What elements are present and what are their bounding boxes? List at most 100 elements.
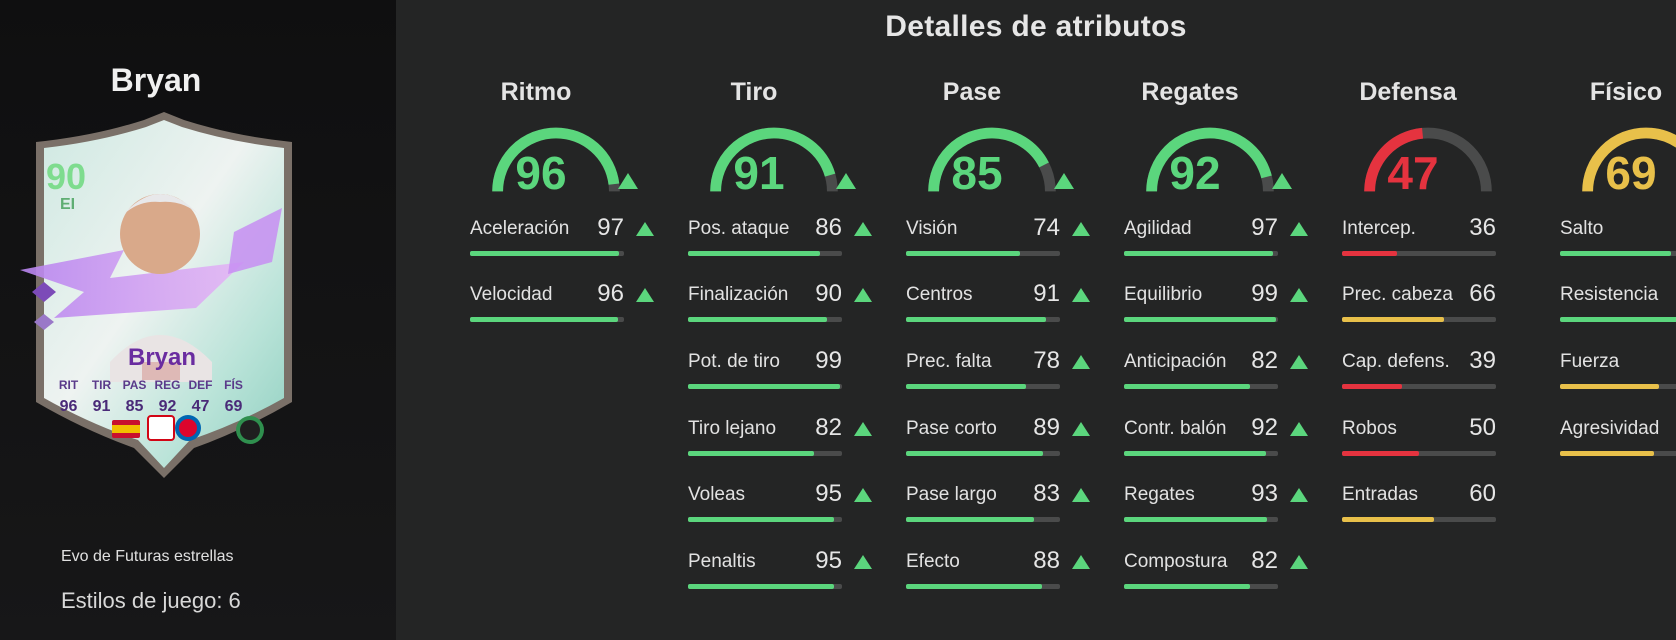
stat-label: Fuerza [1560, 351, 1620, 372]
category-value: 92 [1169, 147, 1221, 199]
stat-row: Velocidad 96 [470, 280, 654, 344]
stat-bar-fill [1342, 317, 1444, 322]
gauge-fill [928, 127, 1056, 192]
stat-value: 83 [1033, 480, 1060, 507]
stat-value: 88 [1033, 547, 1060, 574]
stat-row: Compostura 82 [1124, 547, 1308, 611]
stat-row: Regates 93 [1124, 480, 1308, 544]
card-stat-value: 69 [224, 398, 243, 415]
stat-bar-fill [1124, 384, 1251, 389]
up-triangle-icon [1054, 173, 1074, 189]
stat-row: Pase corto 89 [906, 414, 1090, 478]
stat-row: Anticipación 82 [1124, 347, 1308, 411]
up-triangle-icon [854, 288, 872, 302]
stat-value: 93 [1251, 480, 1278, 507]
stat-bar [688, 517, 842, 522]
stat-bar-fill [688, 251, 821, 256]
stat-row: Entradas 60 [1342, 480, 1526, 544]
stat-row: Agilidad 97 [1124, 214, 1308, 278]
card-stat-value: 92 [158, 398, 177, 415]
up-triangle-icon [1290, 555, 1308, 569]
stat-value: 95 [815, 480, 842, 507]
category-name: Regates [1141, 78, 1239, 106]
stat-row: Pase largo 83 [906, 480, 1090, 544]
stat-value: 90 [815, 280, 842, 307]
stat-row: Prec. cabeza 66 [1342, 280, 1526, 344]
stat-bar [1560, 317, 1676, 322]
stat-row: Visión 74 [906, 214, 1090, 278]
card-stat-value: 47 [191, 398, 210, 415]
stat-bar [1342, 317, 1496, 322]
category-name: Pase [942, 78, 1002, 106]
card-stat-label: RIT [58, 378, 79, 392]
gauge-fill [1582, 127, 1676, 192]
up-triangle-icon [1072, 555, 1090, 569]
up-triangle-icon [1290, 222, 1308, 236]
up-triangle-icon [1072, 488, 1090, 502]
stat-bar [1124, 451, 1278, 456]
up-triangle-icon [1290, 488, 1308, 502]
player-card[interactable]: 90 EI Bryan RIT TIR PAS REG DEF FÍS 96 9… [14, 112, 314, 492]
category-gauge [1582, 127, 1676, 192]
stat-bar [688, 317, 842, 322]
stat-bar [688, 384, 842, 389]
card-player-name: Bryan [127, 344, 197, 371]
stat-label: Contr. balón [1124, 418, 1227, 439]
up-triangle-icon [854, 422, 872, 436]
card-position: EI [60, 196, 76, 213]
stat-value: 85 [1668, 280, 1676, 308]
stat-value: 92 [1251, 414, 1278, 441]
gauge-fill [710, 127, 838, 192]
card-stat-label: FÍS [224, 378, 243, 392]
category-name: Físico [1589, 78, 1663, 106]
stat-label: Visión [906, 218, 958, 239]
stat-label: Resistencia [1560, 284, 1659, 305]
stat-bar-fill [1124, 517, 1268, 522]
stat-value: 97 [1251, 214, 1278, 241]
stat-bar [1124, 517, 1278, 522]
stat-bar-fill [688, 584, 835, 589]
stat-label: Prec. falta [906, 351, 992, 372]
stat-label: Robos [1342, 418, 1397, 439]
stat-label: Equilibrio [1124, 284, 1203, 305]
stat-row: Resistencia85 [1560, 284, 1676, 344]
stat-bar [1560, 251, 1676, 256]
up-triangle-icon [1072, 288, 1090, 302]
stat-bar-fill [1560, 251, 1671, 256]
stat-bar-fill [688, 451, 815, 456]
page-title: Detalles de atributos [885, 10, 1187, 43]
stat-bar-fill [906, 584, 1042, 589]
category-gauge [1364, 127, 1492, 192]
category-name: Tiro [730, 78, 778, 106]
category-value: 96 [515, 147, 567, 199]
stat-row: Pot. de tiro 99 [688, 347, 872, 411]
stat-bar [470, 251, 624, 256]
stat-bar-fill [1560, 384, 1659, 389]
stat-bar-fill [688, 384, 841, 389]
card-stat-label: DEF [188, 378, 213, 392]
stat-value: 64 [1668, 347, 1676, 375]
stat-bar-fill [1124, 317, 1277, 322]
stat-bar-fill [1342, 517, 1435, 522]
stat-value: 86 [815, 214, 842, 241]
up-triangle-icon [854, 488, 872, 502]
stat-label: Finalización [688, 284, 789, 305]
category-value: 47 [1387, 147, 1439, 199]
stat-label: Pot. de tiro [688, 351, 780, 372]
category-gauge [928, 127, 1056, 192]
stat-bar-fill [1342, 251, 1398, 256]
stat-bar-fill [470, 317, 618, 322]
card-stat-value: 91 [92, 398, 111, 415]
stat-bar [906, 517, 1060, 522]
stat-value: 39 [1469, 347, 1496, 374]
stat-label: Regates [1124, 484, 1195, 505]
stat-value: 60 [1469, 480, 1496, 507]
gauge-fill [1146, 127, 1274, 192]
stat-bar-fill [1342, 451, 1419, 456]
stat-value: 36 [1469, 214, 1496, 241]
stat-label: Prec. cabeza [1342, 284, 1453, 305]
stat-bar-fill [688, 517, 835, 522]
stat-label: Penaltis [688, 551, 756, 572]
up-triangle-icon [1072, 222, 1090, 236]
stat-row: Contr. balón 92 [1124, 414, 1308, 478]
